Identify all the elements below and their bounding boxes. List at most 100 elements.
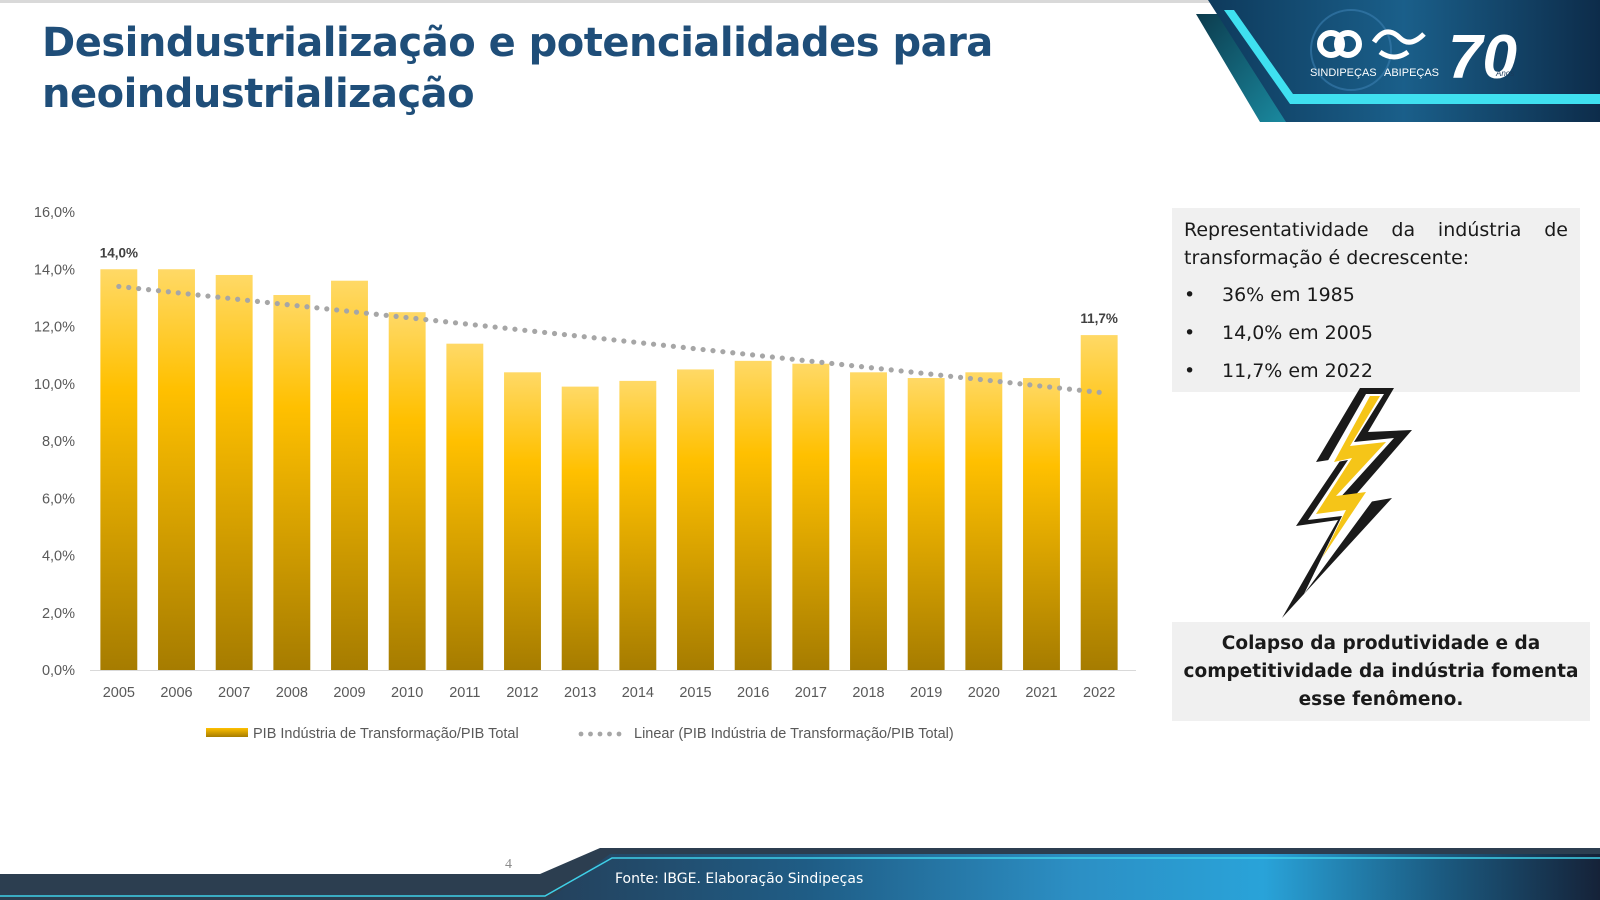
- trendline-dot: [235, 296, 241, 302]
- info-item-text: 11,7% em 2022: [1222, 360, 1373, 382]
- bullet: •: [1184, 360, 1196, 382]
- trendline-dot: [700, 346, 706, 353]
- trendline-dot: [1027, 382, 1033, 388]
- top-border: [0, 0, 1600, 3]
- trendline-dot: [393, 313, 399, 319]
- data-label-2005: 14,0%: [100, 245, 138, 260]
- trendline-dot: [769, 354, 775, 360]
- trendline-dot: [1037, 383, 1043, 389]
- y-tick-label: 12,0%: [34, 320, 75, 336]
- trendline-dot: [977, 376, 983, 383]
- trendline-dot: [383, 312, 389, 318]
- trendline-dot: [324, 306, 330, 312]
- info-item: • 36% em 1985: [1184, 276, 1568, 314]
- trendline-dot: [284, 302, 290, 308]
- trendline-dot: [363, 310, 369, 316]
- sindipecas-70-anos-logo: SINDIPEÇAS ABIPEÇAS 70 Anos: [1196, 0, 1600, 122]
- bar-2015: [677, 369, 714, 670]
- info-item: • 14,0% em 2005: [1184, 314, 1568, 352]
- trendline-dot: [680, 344, 686, 351]
- trendline-dot: [799, 357, 805, 363]
- info-heading: Representatividade da indústria de trans…: [1184, 219, 1568, 269]
- legend-dot: [616, 731, 622, 737]
- y-tick-label: 8,0%: [42, 434, 75, 450]
- trendline-dot: [1007, 380, 1013, 386]
- trendline-dot: [314, 305, 320, 311]
- x-tick-label: 2016: [737, 685, 769, 701]
- abipecas-symbol: [1371, 29, 1426, 60]
- bar-2020: [965, 372, 1003, 670]
- trendline-dot: [829, 360, 835, 367]
- trendline: [116, 283, 1102, 395]
- trendline-dot: [254, 298, 261, 305]
- logo-cyan-stripe: [1224, 10, 1300, 104]
- slide-title: Desindustrialização e potencialidades pa…: [42, 20, 993, 117]
- trendline-dot: [373, 311, 379, 317]
- conclusion-box: Colapso da produtividade e da competitiv…: [1172, 622, 1590, 721]
- y-tick-label: 2,0%: [42, 606, 75, 622]
- trendline-dot: [1066, 386, 1073, 392]
- legend-label-trendline: Linear (PIB Indústria de Transformação/P…: [634, 726, 954, 742]
- bar-2007: [215, 274, 253, 670]
- trendline-dot: [551, 330, 558, 337]
- trendline-dot: [561, 331, 568, 338]
- trendline-dot: [1096, 389, 1102, 395]
- legend-dot: [578, 731, 584, 737]
- trendline-dot: [343, 308, 350, 314]
- x-tick-label: 2009: [333, 685, 365, 701]
- y-axis: 0,0% 2,0% 4,0% 6,0% 8,0% 10,0% 12,0% 14,0% 16,0%: [34, 205, 75, 679]
- trendline-dot: [522, 327, 528, 333]
- bar-2012: [504, 372, 541, 670]
- trendline-dot: [334, 307, 340, 313]
- logo-cyan-bar: [1290, 94, 1600, 104]
- trendline-dot: [819, 359, 825, 365]
- trendline-dot: [888, 367, 894, 373]
- trendline-dot: [957, 374, 964, 380]
- info-item: • 11,7% em 2022: [1184, 352, 1568, 390]
- trendline-dot: [225, 295, 231, 301]
- logo-text-abipecas: ABIPEÇAS: [1384, 67, 1439, 79]
- trendline-dot: [631, 339, 637, 345]
- x-tick-label: 2017: [795, 685, 827, 701]
- x-tick-label: 2005: [103, 685, 135, 701]
- chart-legend: PIB Indústria de Transformação/PIB Total…: [206, 726, 954, 742]
- bar-2021: [1023, 378, 1060, 670]
- trendline-dot: [591, 335, 597, 341]
- x-tick-label: 2012: [506, 685, 538, 701]
- trendline-dot: [789, 356, 795, 362]
- trendline-dot: [185, 291, 191, 297]
- trendline-dot: [611, 337, 617, 343]
- trendline-dot: [918, 370, 924, 376]
- trendline-dot: [690, 345, 696, 352]
- trendline-dot: [205, 293, 211, 299]
- trendline-dot: [839, 361, 845, 368]
- source-note: Fonte: IBGE. Elaboração Sindipeças: [615, 871, 864, 887]
- trendline-dot: [532, 328, 538, 334]
- trendline-dot: [1056, 385, 1063, 391]
- lightning-bolt-icon: [1282, 388, 1412, 618]
- bullet: •: [1184, 284, 1196, 306]
- x-axis: 2005 2006 2007 2008 2009 2010 2011 2012 2013 2014…: [103, 685, 1116, 701]
- x-tick-label: 2018: [852, 685, 884, 701]
- trendline-dot: [730, 350, 736, 356]
- bar-2005: [100, 269, 138, 670]
- logo-text-anos: Anos: [1495, 69, 1514, 78]
- trendline-dot: [433, 318, 439, 324]
- trendline-dot: [1047, 384, 1053, 390]
- x-tick-label: 2019: [910, 685, 942, 701]
- trendline-dot: [759, 353, 766, 359]
- y-tick-label: 16,0%: [34, 205, 75, 221]
- trendline-dot: [997, 379, 1003, 385]
- info-item-text: 14,0% em 2005: [1222, 322, 1373, 344]
- trendline-dot: [512, 326, 518, 332]
- trendline-dot: [710, 348, 716, 354]
- legend-dot: [597, 731, 603, 737]
- x-tick-label: 2008: [276, 685, 308, 701]
- trendline-dot: [938, 372, 944, 378]
- bar-2009: [331, 280, 368, 670]
- trendline-dot: [948, 373, 954, 379]
- x-tick-label: 2022: [1083, 685, 1115, 701]
- data-label-2022: 11,7%: [1080, 311, 1118, 326]
- trendline-dot: [215, 294, 221, 300]
- trendline-dot: [443, 319, 449, 325]
